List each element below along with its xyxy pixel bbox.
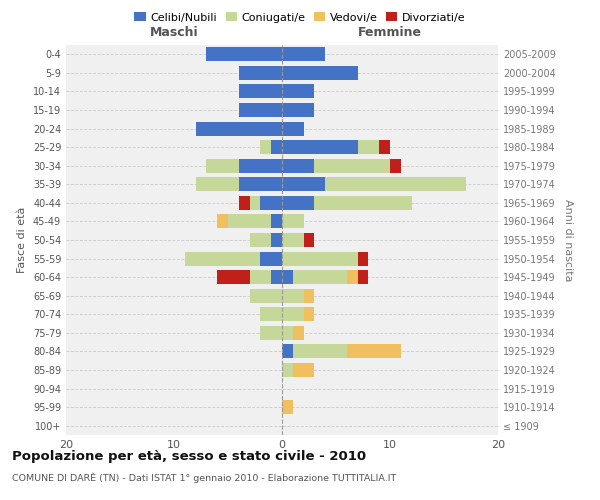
- Bar: [196, 178, 239, 191]
- Text: Maschi: Maschi: [149, 26, 199, 40]
- Bar: [304, 233, 314, 247]
- Bar: [196, 122, 282, 136]
- Bar: [358, 140, 379, 154]
- Bar: [282, 196, 314, 210]
- Bar: [358, 252, 368, 266]
- Bar: [282, 84, 314, 98]
- Bar: [390, 159, 401, 172]
- Bar: [260, 196, 282, 210]
- Bar: [293, 344, 347, 358]
- Bar: [250, 196, 260, 210]
- Bar: [282, 48, 325, 62]
- Bar: [239, 178, 282, 191]
- Bar: [271, 140, 282, 154]
- Bar: [325, 178, 466, 191]
- Bar: [282, 289, 304, 302]
- Bar: [206, 159, 239, 172]
- Bar: [282, 270, 293, 284]
- Y-axis label: Fasce di età: Fasce di età: [17, 207, 27, 273]
- Bar: [358, 270, 368, 284]
- Bar: [217, 214, 228, 228]
- Text: COMUNE DI DARÈ (TN) - Dati ISTAT 1° gennaio 2010 - Elaborazione TUTTITALIA.IT: COMUNE DI DARÈ (TN) - Dati ISTAT 1° genn…: [12, 472, 396, 483]
- Bar: [347, 344, 401, 358]
- Bar: [271, 214, 282, 228]
- Bar: [271, 270, 282, 284]
- Bar: [260, 308, 282, 322]
- Bar: [271, 233, 282, 247]
- Bar: [239, 103, 282, 117]
- Bar: [250, 270, 271, 284]
- Bar: [206, 48, 282, 62]
- Bar: [282, 344, 293, 358]
- Bar: [314, 159, 390, 172]
- Bar: [282, 122, 304, 136]
- Bar: [217, 270, 250, 284]
- Bar: [185, 252, 260, 266]
- Bar: [282, 363, 293, 377]
- Bar: [282, 103, 314, 117]
- Bar: [282, 326, 293, 340]
- Bar: [239, 196, 250, 210]
- Bar: [282, 66, 358, 80]
- Bar: [282, 308, 304, 322]
- Bar: [250, 289, 282, 302]
- Bar: [250, 233, 271, 247]
- Bar: [228, 214, 271, 228]
- Bar: [282, 214, 304, 228]
- Bar: [260, 140, 271, 154]
- Bar: [282, 159, 314, 172]
- Bar: [282, 178, 325, 191]
- Bar: [282, 233, 304, 247]
- Bar: [293, 270, 347, 284]
- Bar: [304, 289, 314, 302]
- Legend: Celibi/Nubili, Coniugati/e, Vedovi/e, Divorziati/e: Celibi/Nubili, Coniugati/e, Vedovi/e, Di…: [130, 8, 470, 27]
- Y-axis label: Anni di nascita: Anni di nascita: [563, 198, 572, 281]
- Bar: [314, 196, 412, 210]
- Text: Popolazione per età, sesso e stato civile - 2010: Popolazione per età, sesso e stato civil…: [12, 450, 366, 463]
- Bar: [239, 159, 282, 172]
- Bar: [293, 363, 314, 377]
- Bar: [347, 270, 358, 284]
- Bar: [293, 326, 304, 340]
- Bar: [239, 66, 282, 80]
- Bar: [260, 326, 282, 340]
- Bar: [282, 140, 358, 154]
- Bar: [304, 308, 314, 322]
- Bar: [282, 400, 293, 414]
- Bar: [282, 252, 358, 266]
- Text: Femmine: Femmine: [358, 26, 422, 40]
- Bar: [260, 252, 282, 266]
- Bar: [239, 84, 282, 98]
- Bar: [379, 140, 390, 154]
